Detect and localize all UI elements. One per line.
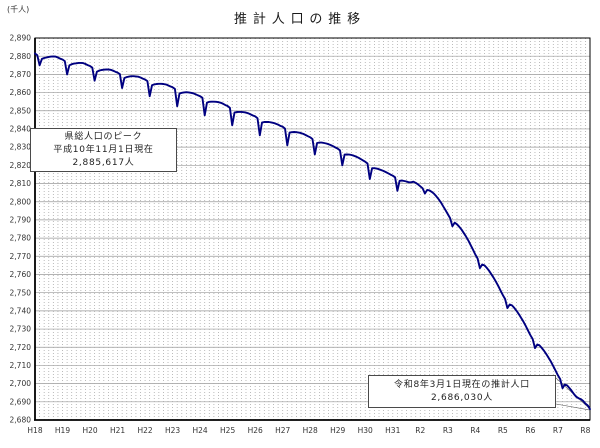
x-tick-label: H19 (55, 426, 70, 435)
y-tick-label: 2,810 (10, 179, 32, 188)
y-axis-unit-label: (千人) (7, 5, 30, 14)
x-tick-label: H24 (193, 426, 208, 435)
x-tick-label: H25 (220, 426, 235, 435)
x-tick-label: R5 (498, 426, 508, 435)
y-tick-label: 2,870 (10, 70, 32, 79)
y-tick-label: 2,740 (10, 306, 32, 315)
x-tick-label: H30 (358, 426, 373, 435)
x-tick-label: H31 (385, 426, 400, 435)
y-tick-label: 2,700 (10, 379, 32, 388)
y-tick-label: 2,890 (10, 34, 32, 43)
y-axis-labels: 2,680 2,690 2,700 2,710 2,720 2,730 2,740 2,750… (10, 34, 32, 425)
y-tick-label: 2,780 (10, 234, 32, 243)
x-tick-label: R4 (470, 426, 480, 435)
x-tick-label: H23 (165, 426, 180, 435)
horizontal-gridlines (35, 55, 590, 403)
y-tick-label: 2,690 (10, 397, 32, 406)
x-tick-label: R7 (553, 426, 563, 435)
annotation-estimate-line1: 令和8年3月1日現在の推計人口 (394, 380, 530, 390)
y-tick-label: 2,760 (10, 270, 32, 279)
x-axis-labels: H18 H19 H20 H21 H22 H23 H24 H25 H26 H27 H28 H29 H30 H… (27, 426, 590, 435)
y-tick-label: 2,730 (10, 325, 32, 334)
x-tick-label: R3 (443, 426, 453, 435)
x-tick-label: H20 (82, 426, 97, 435)
x-tick-label: R2 (415, 426, 425, 435)
annotation-peak-population: 県総人口のピーク 平成10年11月1日現在 2,885,617人 (30, 128, 177, 172)
chart-title: 推計人口の推移 (234, 12, 366, 27)
annotation-peak-line3: 2,885,617人 (72, 158, 135, 168)
x-tick-label: H21 (110, 426, 125, 435)
x-tick-label: H22 (137, 426, 152, 435)
y-tick-label: 2,680 (10, 416, 32, 425)
plot-frame (34, 37, 591, 421)
x-tick-label: H18 (27, 426, 42, 435)
x-tick-label: H29 (330, 426, 345, 435)
y-tick-label: 2,750 (10, 288, 32, 297)
y-tick-label: 2,710 (10, 361, 32, 370)
annotation-peak-line2: 平成10年11月1日現在 (53, 145, 154, 155)
y-tick-label: 2,720 (10, 343, 32, 352)
annotation-estimate-line2: 2,686,030人 (430, 393, 493, 403)
x-tick-label: H26 (248, 426, 263, 435)
y-tick-label: 2,850 (10, 106, 32, 115)
x-tick-label: H27 (275, 426, 290, 435)
y-tick-label: 2,840 (10, 125, 32, 134)
y-tick-label: 2,790 (10, 216, 32, 225)
annotation-estimated-population: 令和8年3月1日現在の推計人口 2,686,030人 (368, 375, 556, 408)
population-line (34, 52, 591, 411)
vertical-gridlines (39, 38, 586, 420)
x-tick-label: H28 (303, 426, 318, 435)
y-tick-label: 2,860 (10, 88, 32, 97)
y-tick-label: 2,770 (10, 252, 32, 261)
y-tick-label: 2,830 (10, 143, 32, 152)
y-tick-label: 2,820 (10, 161, 32, 170)
annotation-leader-line (555, 403, 591, 411)
y-tick-label: 2,800 (10, 197, 32, 206)
x-tick-label: R8 (580, 426, 590, 435)
annotation-peak-line1: 県総人口のピーク (64, 132, 143, 142)
x-tick-label: R6 (525, 426, 535, 435)
y-tick-label: 2,880 (10, 52, 32, 61)
